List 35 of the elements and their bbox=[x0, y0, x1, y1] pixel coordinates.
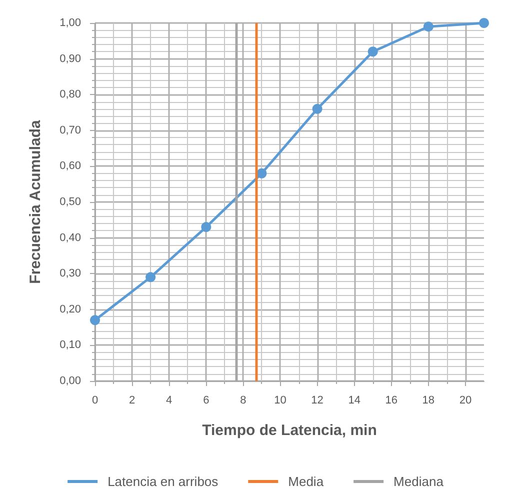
legend-label: Latencia en arribos bbox=[108, 474, 219, 489]
y-tick-label: 0,30 bbox=[60, 268, 81, 280]
y-tick-label: 0,00 bbox=[60, 375, 81, 387]
x-tick-label: 8 bbox=[240, 394, 246, 406]
y-tick-label: 0,50 bbox=[60, 196, 81, 208]
y-tick-label: 1,00 bbox=[60, 17, 81, 29]
x-tick-label: 2 bbox=[128, 394, 136, 406]
point bbox=[146, 272, 156, 282]
x-tick-label: 14 bbox=[348, 394, 360, 406]
x-tick-label: 4 bbox=[166, 394, 172, 406]
y-axis-title: Frecuencia Acumulada bbox=[27, 120, 44, 284]
x-tick-label: 20 bbox=[459, 394, 472, 406]
y-tick-label: 0,90 bbox=[60, 52, 81, 65]
point bbox=[423, 22, 434, 32]
y-tick-label: 0,10 bbox=[60, 339, 81, 352]
x-tick-label: 18 bbox=[422, 394, 435, 406]
y-tick-label: 0,60 bbox=[60, 160, 81, 172]
point bbox=[256, 168, 267, 178]
x-axis-title: Tiempo de Latencia, min bbox=[202, 422, 377, 439]
legend-label: Mediana bbox=[394, 474, 444, 489]
point bbox=[479, 18, 489, 28]
y-tick-label: 0,40 bbox=[60, 232, 81, 244]
x-tick-label: 12 bbox=[311, 394, 324, 406]
point bbox=[368, 46, 378, 57]
point bbox=[312, 104, 322, 114]
point bbox=[201, 222, 212, 232]
x-tick-label: 10 bbox=[274, 394, 286, 406]
y-tick-label: 0,80 bbox=[60, 88, 81, 101]
x-tick-label: 16 bbox=[385, 394, 398, 406]
y-tick-label: 0,20 bbox=[60, 303, 81, 316]
point bbox=[90, 315, 100, 326]
legend-label: Media bbox=[288, 474, 324, 489]
y-tick-label: 0,70 bbox=[60, 124, 81, 136]
x-tick-label: 0 bbox=[92, 394, 98, 406]
x-tick-label: 6 bbox=[203, 394, 210, 406]
